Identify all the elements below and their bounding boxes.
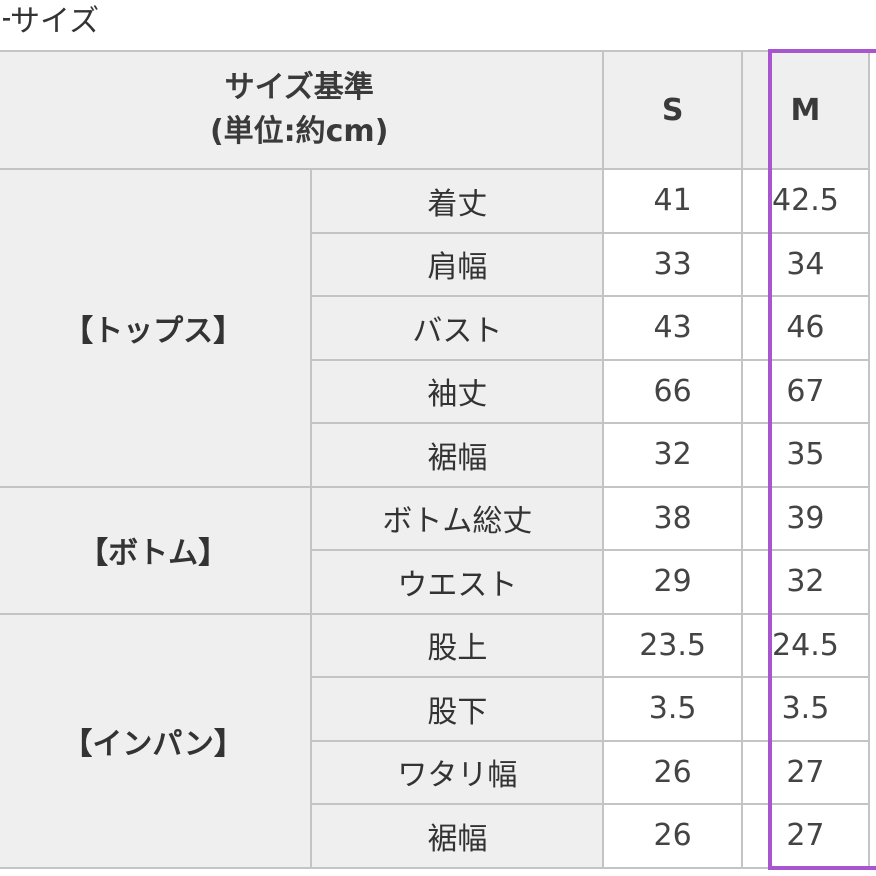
size-s-value: 38 [602, 485, 743, 551]
size-m-value: 42.5 [740, 168, 871, 234]
measurement-label: 裾幅 [310, 422, 605, 488]
table-row: 肩幅 33 34 [0, 231, 871, 297]
measurement-label: 着丈 [310, 168, 605, 234]
measurement-label: バスト [310, 295, 605, 361]
table-row: 裾幅 26 27 [0, 803, 871, 869]
measurement-label: 袖丈 [310, 358, 605, 424]
size-s-value: 26 [602, 739, 743, 805]
size-s-value: 33 [602, 231, 743, 297]
section-title: ーサイズ [0, 4, 100, 39]
table-row: 股下 3.5 3.5 [0, 676, 871, 742]
table-row: バスト 43 46 [0, 295, 871, 361]
size-s-value: 3.5 [602, 676, 743, 742]
table-row: 裾幅 32 35 [0, 422, 871, 488]
measurement-label: ウエスト [310, 549, 605, 615]
table-row: 【トップス】 着丈 41 42.5 [0, 168, 871, 488]
size-s-value: 23.5 [602, 612, 743, 678]
table-row: 袖丈 66 67 [0, 358, 871, 424]
header-row: サイズ基準 (単位:約cm) S M [0, 50, 871, 170]
group-label: 【インパン】 [0, 612, 313, 869]
size-m-value: 46 [740, 295, 871, 361]
size-m-value: 24.5 [740, 612, 871, 678]
size-m-value: 39 [740, 485, 871, 551]
size-m-value: 34 [740, 231, 871, 297]
size-s-value: 26 [602, 803, 743, 869]
table-row: 【ボトム】 ボトム総丈 38 39 [0, 485, 871, 615]
measurement-label: 裾幅 [310, 803, 605, 869]
measurement-label: ボトム総丈 [310, 485, 605, 551]
size-s-header: S [602, 50, 743, 170]
measurement-label: 股上 [310, 612, 605, 678]
size-m-value: 27 [740, 803, 871, 869]
measurement-label: ワタリ幅 [310, 739, 605, 805]
size-s-value: 29 [602, 549, 743, 615]
size-s-value: 41 [602, 168, 743, 234]
size-m-value: 67 [740, 358, 871, 424]
table-row: 【インパン】 股上 23.5 24.5 [0, 612, 871, 869]
size-m-header: M [740, 50, 871, 170]
size-s-value: 32 [602, 422, 743, 488]
measurement-label: 股下 [310, 676, 605, 742]
measurement-label: 肩幅 [310, 231, 605, 297]
group-label: 【ボトム】 [0, 485, 313, 615]
size-m-value: 32 [740, 549, 871, 615]
size-m-value: 35 [740, 422, 871, 488]
size-table: サイズ基準 (単位:約cm) S M 【トップス】 着丈 41 42.5 肩幅 33 34 バ… [0, 50, 871, 869]
table-row: ワタリ幅 26 27 [0, 739, 871, 805]
size-m-value: 3.5 [740, 676, 871, 742]
size-s-value: 43 [602, 295, 743, 361]
size-standard-header: サイズ基準 (単位:約cm) [0, 50, 605, 170]
group-label: 【トップス】 [0, 168, 313, 488]
table-row: ウエスト 29 32 [0, 549, 871, 615]
size-m-value: 27 [740, 739, 871, 805]
size-s-value: 66 [602, 358, 743, 424]
